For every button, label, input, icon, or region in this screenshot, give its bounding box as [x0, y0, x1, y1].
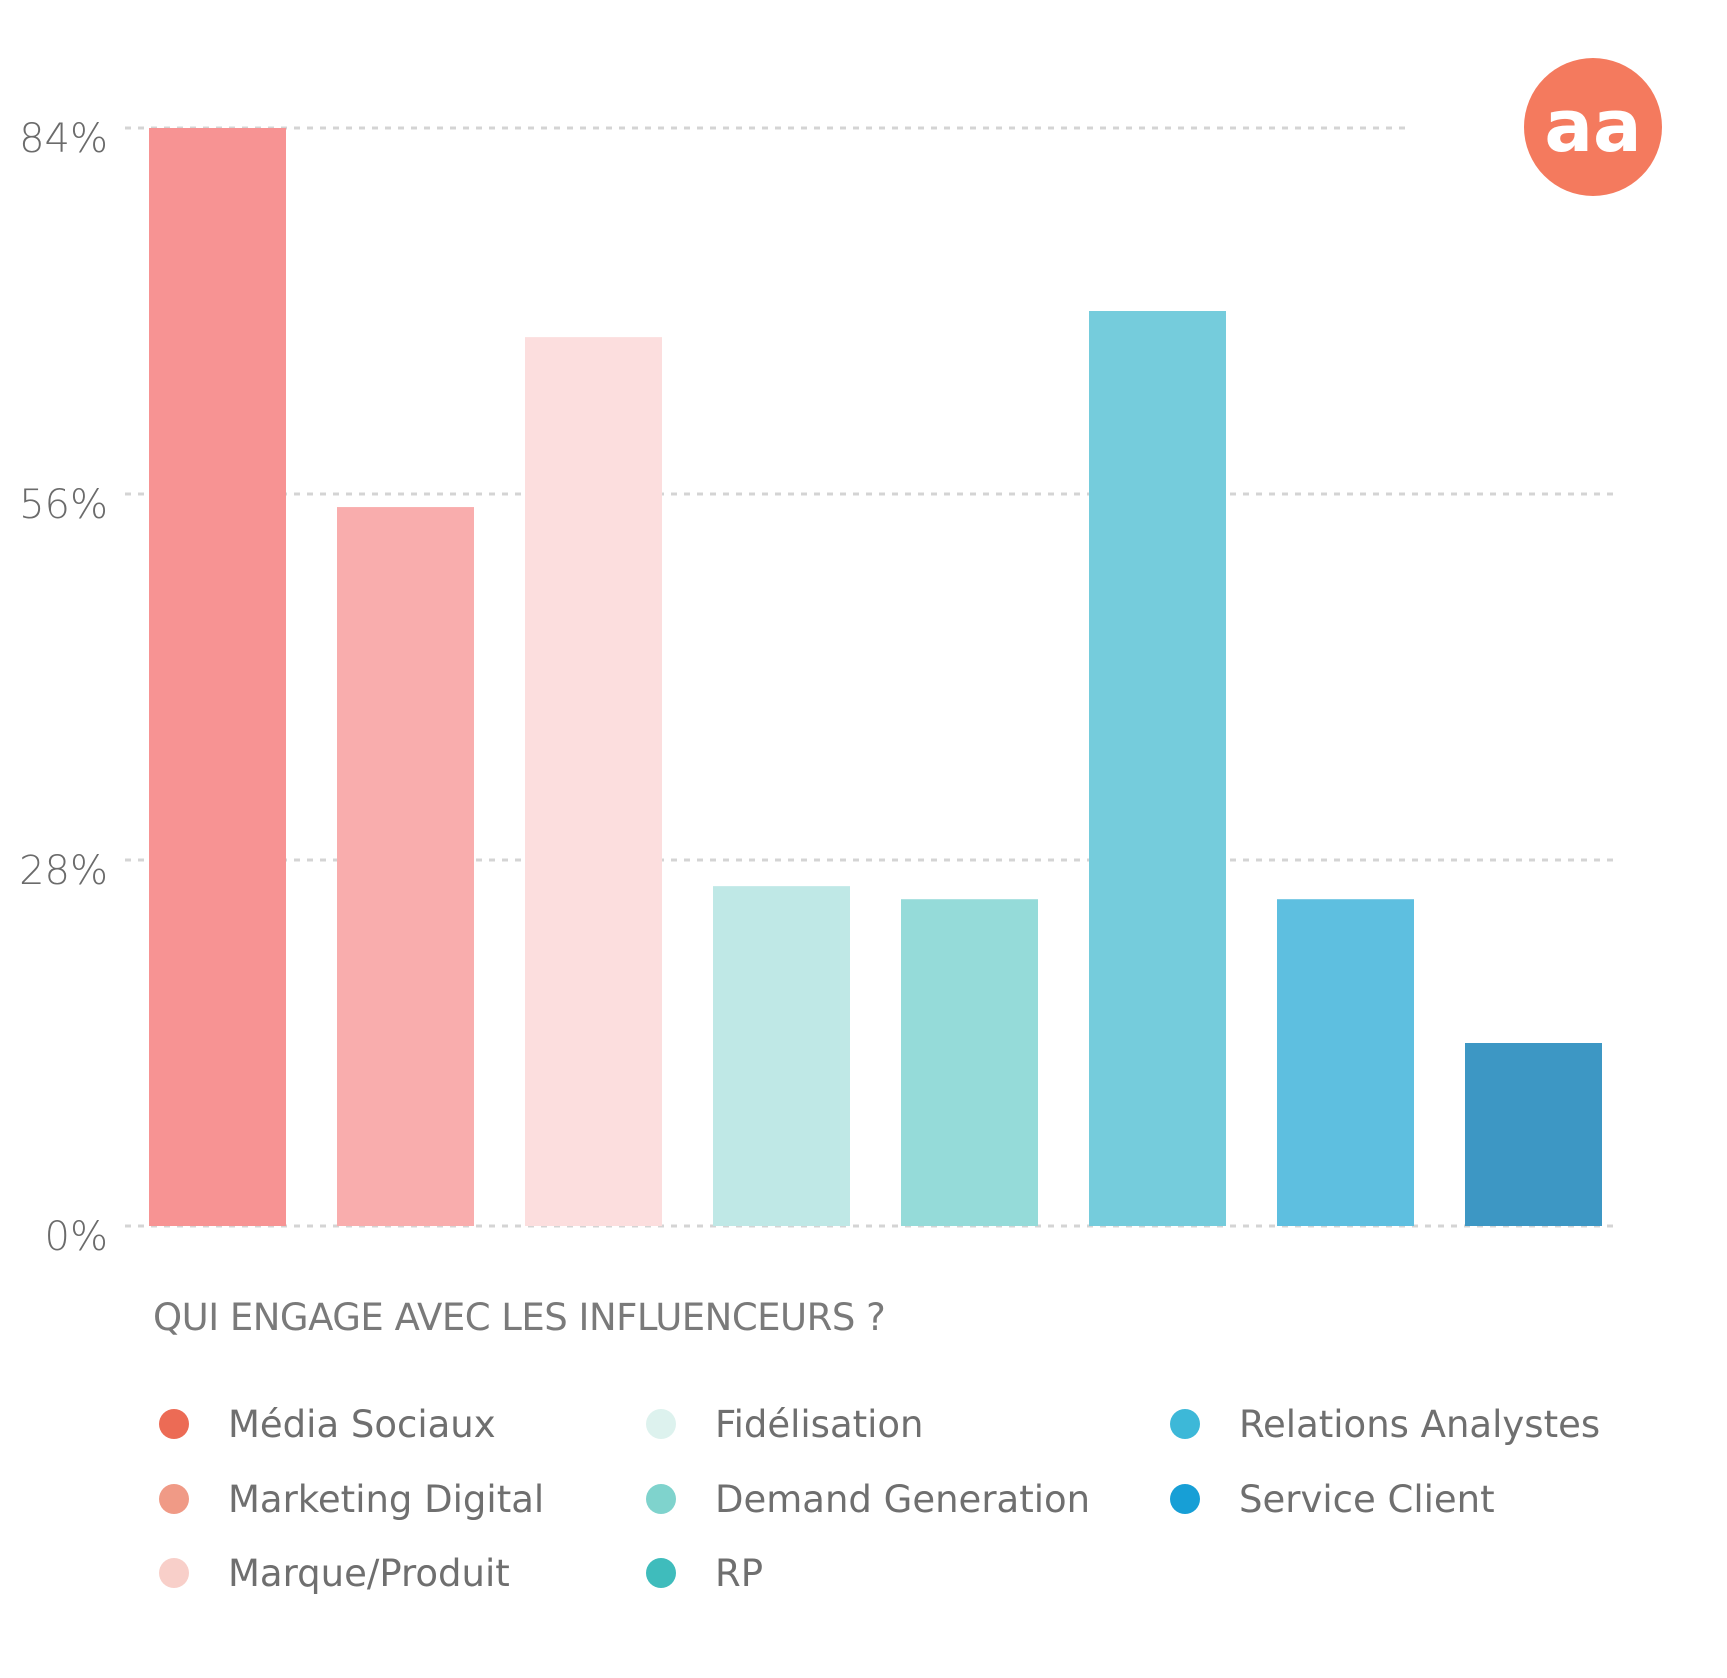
y-tick-label: 0% [45, 1214, 108, 1260]
legend-item: Média Sociaux [159, 1403, 496, 1446]
legend-swatch [159, 1484, 189, 1514]
legend-swatch [646, 1409, 676, 1439]
legend-label: RP [715, 1552, 763, 1595]
legend-swatch [159, 1558, 189, 1588]
logo-text: aa [1544, 84, 1641, 168]
legend-label: Demand Generation [715, 1478, 1090, 1521]
legend-item: RP [646, 1552, 763, 1595]
legend-swatch [646, 1558, 676, 1588]
bar-2 [337, 507, 474, 1227]
legend-item: Marque/Produit [159, 1552, 510, 1595]
bar-5 [901, 899, 1038, 1226]
legend-item: Service Client [1170, 1478, 1495, 1521]
y-tick-label: 56% [19, 482, 108, 528]
legend-label: Marque/Produit [228, 1552, 510, 1595]
legend-swatch [1170, 1484, 1200, 1514]
bar-1 [149, 128, 286, 1226]
bar-3 [525, 337, 662, 1227]
bar-4 [713, 886, 850, 1226]
legend-label: Média Sociaux [228, 1403, 496, 1446]
legend-item: Demand Generation [646, 1478, 1090, 1521]
chart-title: QUI ENGAGE AVEC LES INFLUENCEURS ? [153, 1296, 885, 1339]
legend-swatch [1170, 1409, 1200, 1439]
legend: Média Sociaux Marketing Digital Marque/Pro… [159, 1403, 1600, 1595]
y-axis-ticks: 0% 28% 56% 84% [19, 116, 108, 1260]
bar-6 [1089, 311, 1226, 1226]
bar-8 [1465, 1043, 1602, 1226]
legend-swatch [159, 1409, 189, 1439]
legend-swatch [646, 1484, 676, 1514]
y-tick-label: 28% [19, 848, 108, 894]
bar-7 [1277, 899, 1414, 1226]
legend-label: Marketing Digital [228, 1478, 544, 1521]
legend-label: Fidélisation [715, 1403, 924, 1446]
logo: aa [1524, 58, 1662, 196]
legend-item: Relations Analystes [1170, 1403, 1600, 1446]
logo-badge-circle [1524, 58, 1662, 196]
y-tick-label: 84% [19, 116, 108, 162]
legend-label: Service Client [1239, 1478, 1495, 1521]
bars [149, 128, 1602, 1227]
legend-item: Marketing Digital [159, 1478, 544, 1521]
legend-label: Relations Analystes [1239, 1403, 1600, 1446]
legend-item: Fidélisation [646, 1403, 924, 1446]
